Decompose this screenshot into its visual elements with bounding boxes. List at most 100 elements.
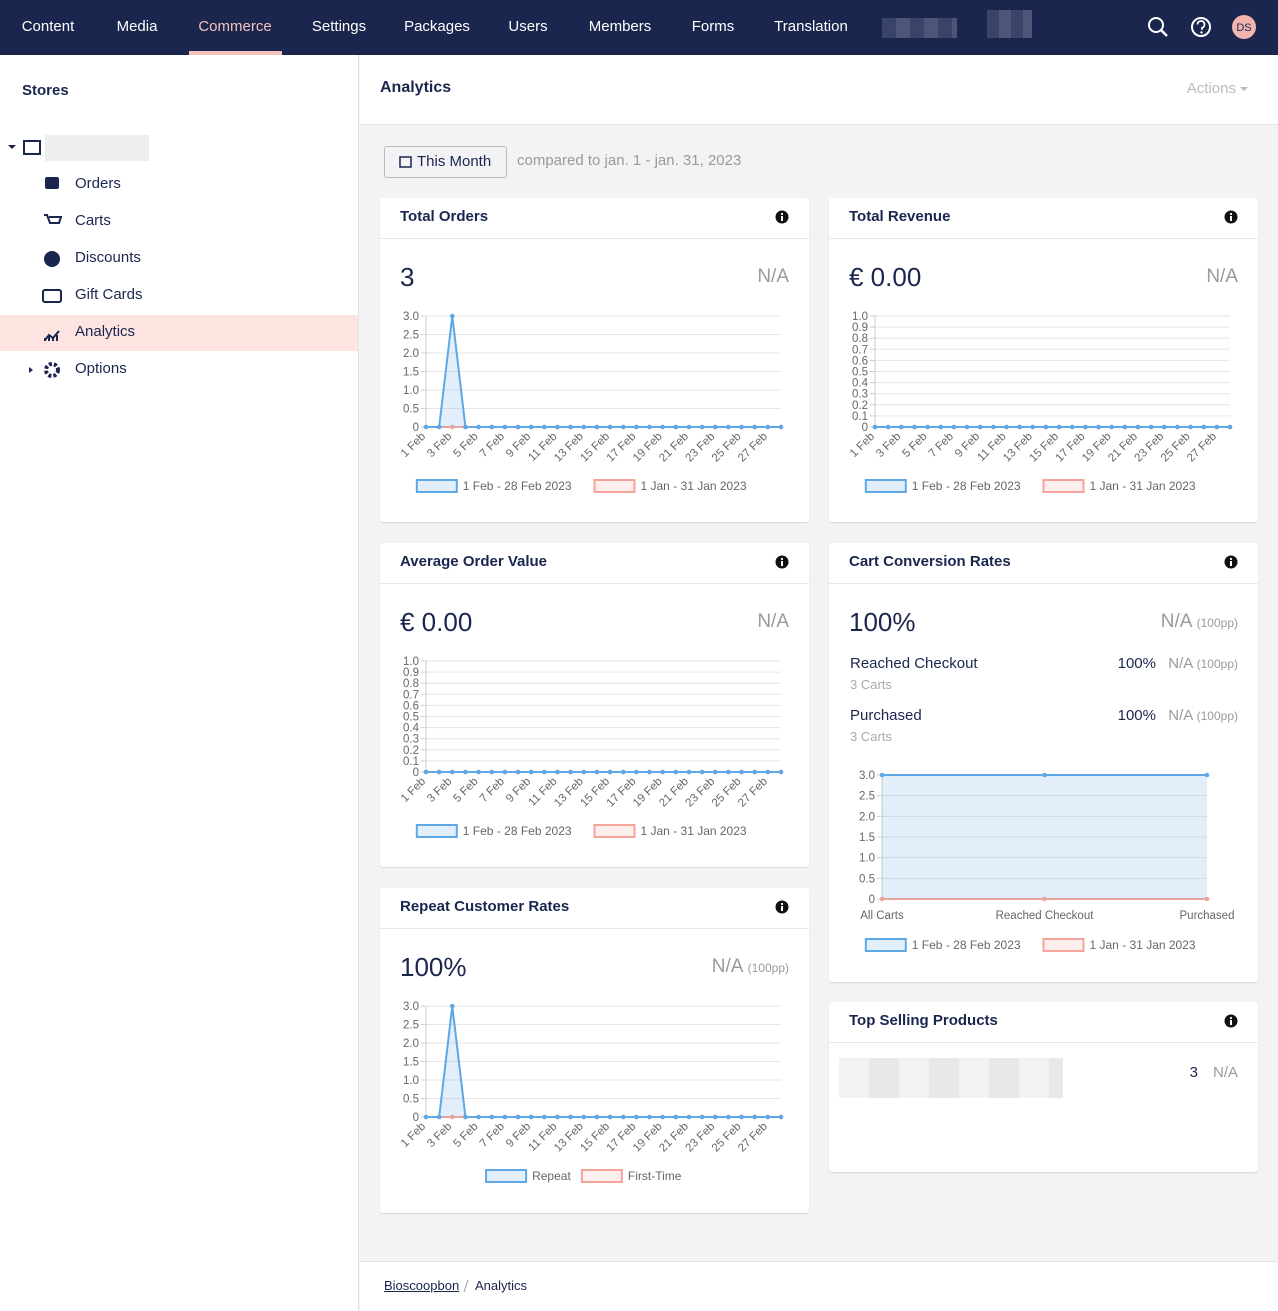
- info-dot: [780, 557, 784, 561]
- data-point: [489, 424, 495, 430]
- actions-button[interactable]: Actions: [1186, 80, 1236, 97]
- card-value: 100%: [849, 607, 916, 637]
- data-point: [1030, 424, 1036, 430]
- series-area: [426, 316, 781, 427]
- actions-caret: [1240, 87, 1248, 91]
- info-icon[interactable]: [1224, 1014, 1238, 1028]
- data-point: [712, 424, 718, 430]
- data-point: [673, 424, 679, 430]
- data-point: [1122, 424, 1128, 430]
- card-divider: [380, 238, 809, 239]
- cart-icon: [44, 214, 63, 224]
- comparison-note: (100pp): [1196, 657, 1238, 671]
- data-point: [765, 1114, 771, 1120]
- data-point: [436, 769, 442, 775]
- data-point: [660, 769, 665, 775]
- avatar[interactable]: [1232, 15, 1256, 39]
- nav-item[interactable]: Forms: [691, 18, 735, 35]
- legend-label: 1 Jan - 31 Jan 2023: [1090, 479, 1196, 493]
- data-point: [765, 424, 771, 430]
- data-point: [885, 424, 891, 430]
- info-icon[interactable]: [775, 555, 789, 569]
- data-point: [555, 769, 560, 775]
- x-tick-label: 1 Feb: [848, 431, 877, 460]
- info-icon[interactable]: [775, 210, 789, 224]
- legend-swatch: [415, 479, 458, 493]
- data-point: [502, 1114, 508, 1120]
- nav-item[interactable]: Packages: [404, 18, 470, 35]
- nav-item[interactable]: Media: [116, 18, 158, 35]
- legend-label: First-Time: [628, 1169, 682, 1183]
- y-tick-label: 0.7: [852, 344, 868, 356]
- nav-item[interactable]: Commerce: [198, 18, 272, 35]
- separator: [463, 1279, 469, 1293]
- sidebar-item[interactable]: Options: [75, 360, 127, 377]
- x-tick-label: All Carts: [860, 910, 904, 922]
- info-icon[interactable]: [1224, 210, 1238, 224]
- caret: [1240, 87, 1248, 91]
- orders-icon: [45, 177, 59, 189]
- x-tick-label: 5 Feb: [900, 431, 929, 460]
- x-tick-label: 3 Feb: [425, 431, 454, 460]
- data-point: [1109, 424, 1114, 430]
- data-point: [673, 769, 679, 775]
- giftcard-icon: [42, 289, 62, 303]
- info-glyph: [781, 216, 783, 221]
- data-point: [1204, 772, 1210, 778]
- sidebar-item[interactable]: Orders: [75, 175, 121, 192]
- y-tick-label: 0.8: [852, 333, 868, 345]
- data-point: [879, 896, 885, 902]
- info-icon[interactable]: [1224, 555, 1238, 569]
- x-tick-label: 27 Feb: [736, 776, 770, 810]
- data-point: [607, 1114, 613, 1120]
- comparison-value: N/A: [1168, 707, 1193, 724]
- data-point: [647, 424, 652, 430]
- sidebar-item[interactable]: Discounts: [75, 249, 141, 266]
- nav-item[interactable]: Users: [508, 18, 548, 35]
- search-icon[interactable]: [1148, 17, 1164, 33]
- calendar-icon: [399, 156, 412, 168]
- sidebar-item[interactable]: Carts: [75, 212, 111, 229]
- card-divider: [829, 238, 1258, 239]
- sidebar-item[interactable]: Analytics: [75, 323, 136, 340]
- data-point: [449, 1114, 455, 1120]
- data-point: [712, 769, 718, 775]
- y-tick-label: 0.8: [403, 678, 419, 690]
- nav-item[interactable]: Translation: [774, 18, 848, 35]
- data-point: [476, 769, 481, 775]
- data-point: [778, 1114, 784, 1120]
- data-point: [1188, 424, 1193, 430]
- data-point: [594, 769, 600, 775]
- compare-text: compared to jan. 1 - jan. 31, 2023: [517, 152, 742, 169]
- data-point: [699, 1114, 705, 1120]
- nav-item[interactable]: Members: [588, 18, 652, 35]
- card-value: € 0.00: [400, 607, 473, 637]
- data-point: [977, 424, 983, 430]
- card-title: Repeat Customer Rates: [400, 898, 570, 915]
- data-point: [634, 769, 639, 775]
- help-icon[interactable]: [1191, 17, 1211, 37]
- active-indicator: [189, 51, 282, 55]
- legend-label: 1 Feb - 28 Feb 2023: [912, 938, 1021, 952]
- options-icon: [44, 362, 60, 378]
- y-tick-label: 0.5: [852, 367, 868, 379]
- nav-item[interactable]: Content: [21, 18, 75, 35]
- nav-item[interactable]: Settings: [311, 18, 367, 35]
- legend-swatch: [593, 479, 636, 493]
- info-icon[interactable]: [775, 900, 789, 914]
- breadcrumb-link[interactable]: Bioscoopbon: [384, 1278, 460, 1293]
- sidebar-title: Stores: [22, 82, 69, 99]
- y-tick-label: 0.6: [852, 355, 868, 367]
- row-sub: 3 Carts: [850, 677, 892, 692]
- comparison: N/A (100pp): [1168, 655, 1238, 672]
- legend-swatch: [485, 1169, 528, 1183]
- sidebar-item[interactable]: Gift Cards: [75, 286, 143, 303]
- date-button[interactable]: This Month: [384, 146, 507, 178]
- data-point: [620, 1114, 626, 1120]
- store-icon: [23, 140, 41, 155]
- data-point: [620, 424, 626, 430]
- y-tick-label: 0: [413, 767, 419, 779]
- y-tick-label: 1.0: [403, 656, 419, 668]
